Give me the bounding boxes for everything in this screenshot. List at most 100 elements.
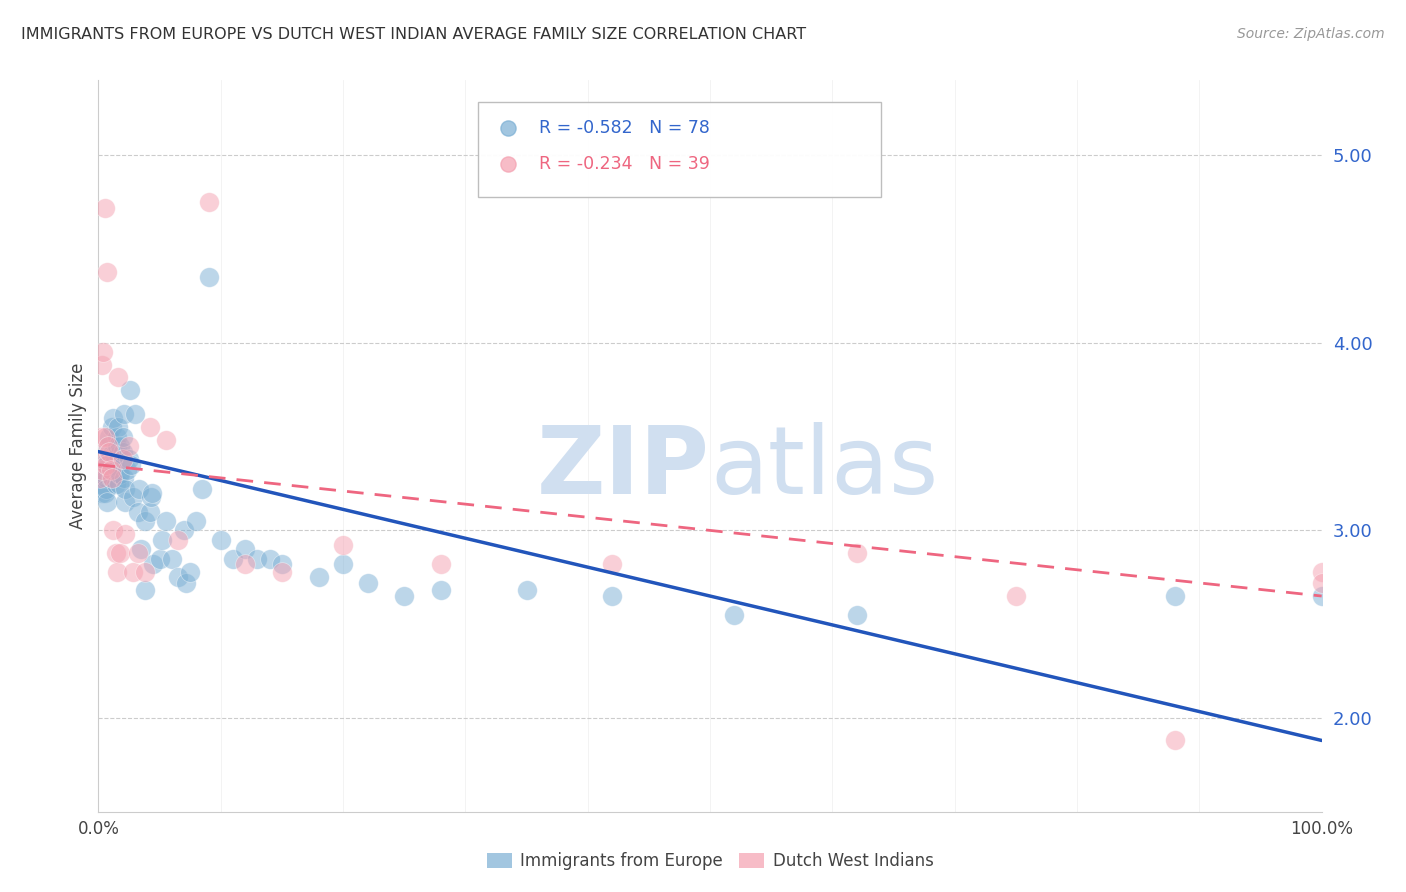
Point [108, 467, 131, 482]
Point [197, 270, 219, 285]
Point [197, 195, 219, 210]
Point [120, 383, 142, 397]
Text: ZIP: ZIP [537, 422, 710, 514]
Point [110, 439, 132, 453]
Point [139, 490, 162, 504]
Point [112, 471, 135, 485]
Point [155, 434, 177, 448]
Text: R = -0.582   N = 78: R = -0.582 N = 78 [538, 119, 710, 136]
Point [91, 486, 114, 500]
Point [233, 542, 256, 557]
Point [1310, 565, 1333, 579]
Point [176, 575, 198, 590]
Point [233, 557, 256, 571]
Point [107, 369, 129, 384]
Point [114, 495, 136, 509]
Point [115, 463, 138, 477]
Text: R = -0.234   N = 39: R = -0.234 N = 39 [538, 155, 710, 173]
Point [430, 557, 453, 571]
Point [600, 589, 623, 603]
Point [93, 467, 115, 482]
Point [134, 514, 156, 528]
Y-axis label: Average Family Size: Average Family Size [69, 363, 87, 529]
Point [101, 420, 124, 434]
Point [110, 467, 132, 482]
Point [600, 557, 623, 571]
Point [845, 607, 868, 622]
Point [100, 463, 122, 477]
Point [89, 471, 111, 485]
Point [270, 565, 294, 579]
Point [97, 452, 120, 467]
Point [105, 565, 128, 579]
Point [142, 557, 165, 571]
Point [105, 429, 128, 443]
Point [91, 476, 114, 491]
Point [101, 458, 124, 472]
Point [270, 557, 294, 571]
Point [91, 458, 114, 472]
Point [160, 551, 183, 566]
Point [93, 201, 115, 215]
Point [112, 407, 135, 421]
Point [139, 505, 162, 519]
Text: Source: ZipAtlas.com: Source: ZipAtlas.com [1237, 27, 1385, 41]
Point [430, 583, 453, 598]
Point [222, 551, 245, 566]
Point [111, 452, 134, 467]
Point [121, 490, 143, 504]
Point [101, 410, 124, 425]
Point [110, 546, 132, 560]
Point [100, 449, 122, 463]
Legend: Immigrants from Europe, Dutch West Indians: Immigrants from Europe, Dutch West India… [479, 846, 941, 877]
Point [111, 444, 134, 458]
Point [392, 589, 416, 603]
Point [149, 551, 172, 566]
Point [94, 471, 117, 485]
Point [91, 345, 114, 359]
Point [111, 429, 134, 443]
Point [515, 583, 537, 598]
Point [93, 486, 115, 500]
Point [150, 533, 173, 547]
Point [98, 429, 121, 443]
Point [90, 429, 112, 443]
Point [1164, 589, 1187, 603]
Point [128, 482, 150, 496]
Point [332, 538, 354, 552]
Point [104, 476, 127, 491]
Point [96, 264, 118, 278]
Point [139, 420, 162, 434]
Point [121, 565, 143, 579]
Point [186, 514, 208, 528]
Point [167, 570, 190, 584]
Point [356, 575, 378, 590]
Point [209, 533, 232, 547]
Point [107, 449, 129, 463]
Text: atlas: atlas [710, 422, 938, 514]
Point [129, 542, 152, 557]
Point [96, 458, 118, 472]
Point [173, 524, 195, 538]
Point [332, 557, 354, 571]
Point [96, 495, 118, 509]
Point [308, 570, 330, 584]
Point [101, 471, 124, 485]
FancyBboxPatch shape [478, 103, 882, 197]
Point [91, 463, 114, 477]
Point [141, 486, 163, 500]
Point [723, 607, 745, 622]
Point [179, 565, 201, 579]
Point [127, 505, 149, 519]
Point [90, 467, 112, 482]
Point [155, 514, 177, 528]
Point [120, 458, 142, 472]
Point [97, 439, 120, 453]
Point [104, 546, 127, 560]
Point [94, 458, 117, 472]
Point [94, 482, 117, 496]
Point [101, 524, 124, 538]
Point [114, 482, 136, 496]
Point [134, 565, 156, 579]
Point [246, 551, 269, 566]
